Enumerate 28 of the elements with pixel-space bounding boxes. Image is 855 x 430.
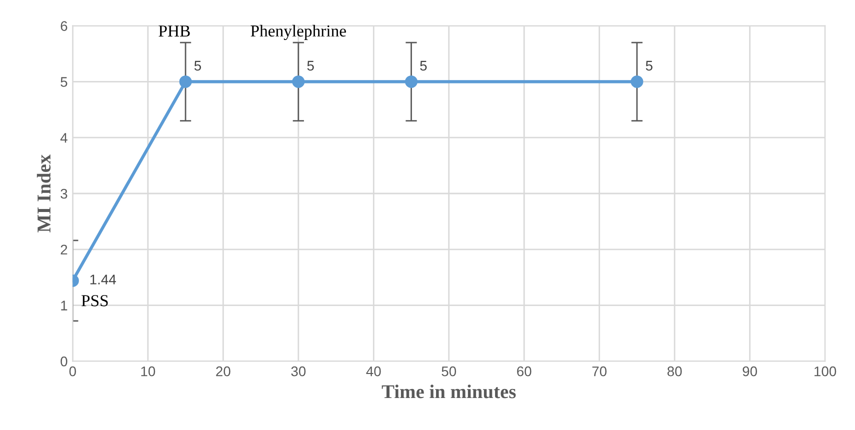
y-tick-label: 4: [60, 133, 68, 143]
data-label: 5: [307, 60, 314, 71]
annotation: PHB: [158, 26, 190, 37]
data-label: 5: [194, 60, 202, 71]
x-tick-label: 30: [291, 366, 306, 376]
x-tick-label: 40: [366, 366, 381, 376]
x-tick-label: 20: [216, 366, 230, 376]
x-tick-label: 60: [517, 366, 532, 376]
x-tick-label: 50: [442, 366, 456, 376]
y-tick-label: 5: [60, 77, 68, 87]
annotation: PSS: [81, 295, 108, 306]
x-tick-label: 90: [742, 366, 758, 376]
data-label: 5: [646, 60, 652, 71]
x-tick-label: 0: [69, 366, 76, 376]
x-tick-label: 10: [141, 366, 156, 376]
y-tick-label: 3: [60, 188, 68, 199]
data-label: 5: [420, 60, 427, 71]
y-tick-label: 2: [60, 244, 68, 254]
annotation: Phenylephrine: [250, 24, 346, 40]
data-label: 1.44: [90, 274, 116, 284]
x-axis-title: Time in minutes: [382, 384, 516, 398]
y-axis-title: MI Index: [36, 154, 51, 232]
x-tick-label: 100: [814, 366, 836, 376]
x-tick-label: 80: [667, 366, 682, 376]
y-tick-label: 0: [60, 356, 68, 366]
y-tick-label: 6: [60, 21, 68, 31]
x-tick-label: 70: [592, 366, 607, 376]
y-tick-label: 1: [61, 300, 68, 310]
